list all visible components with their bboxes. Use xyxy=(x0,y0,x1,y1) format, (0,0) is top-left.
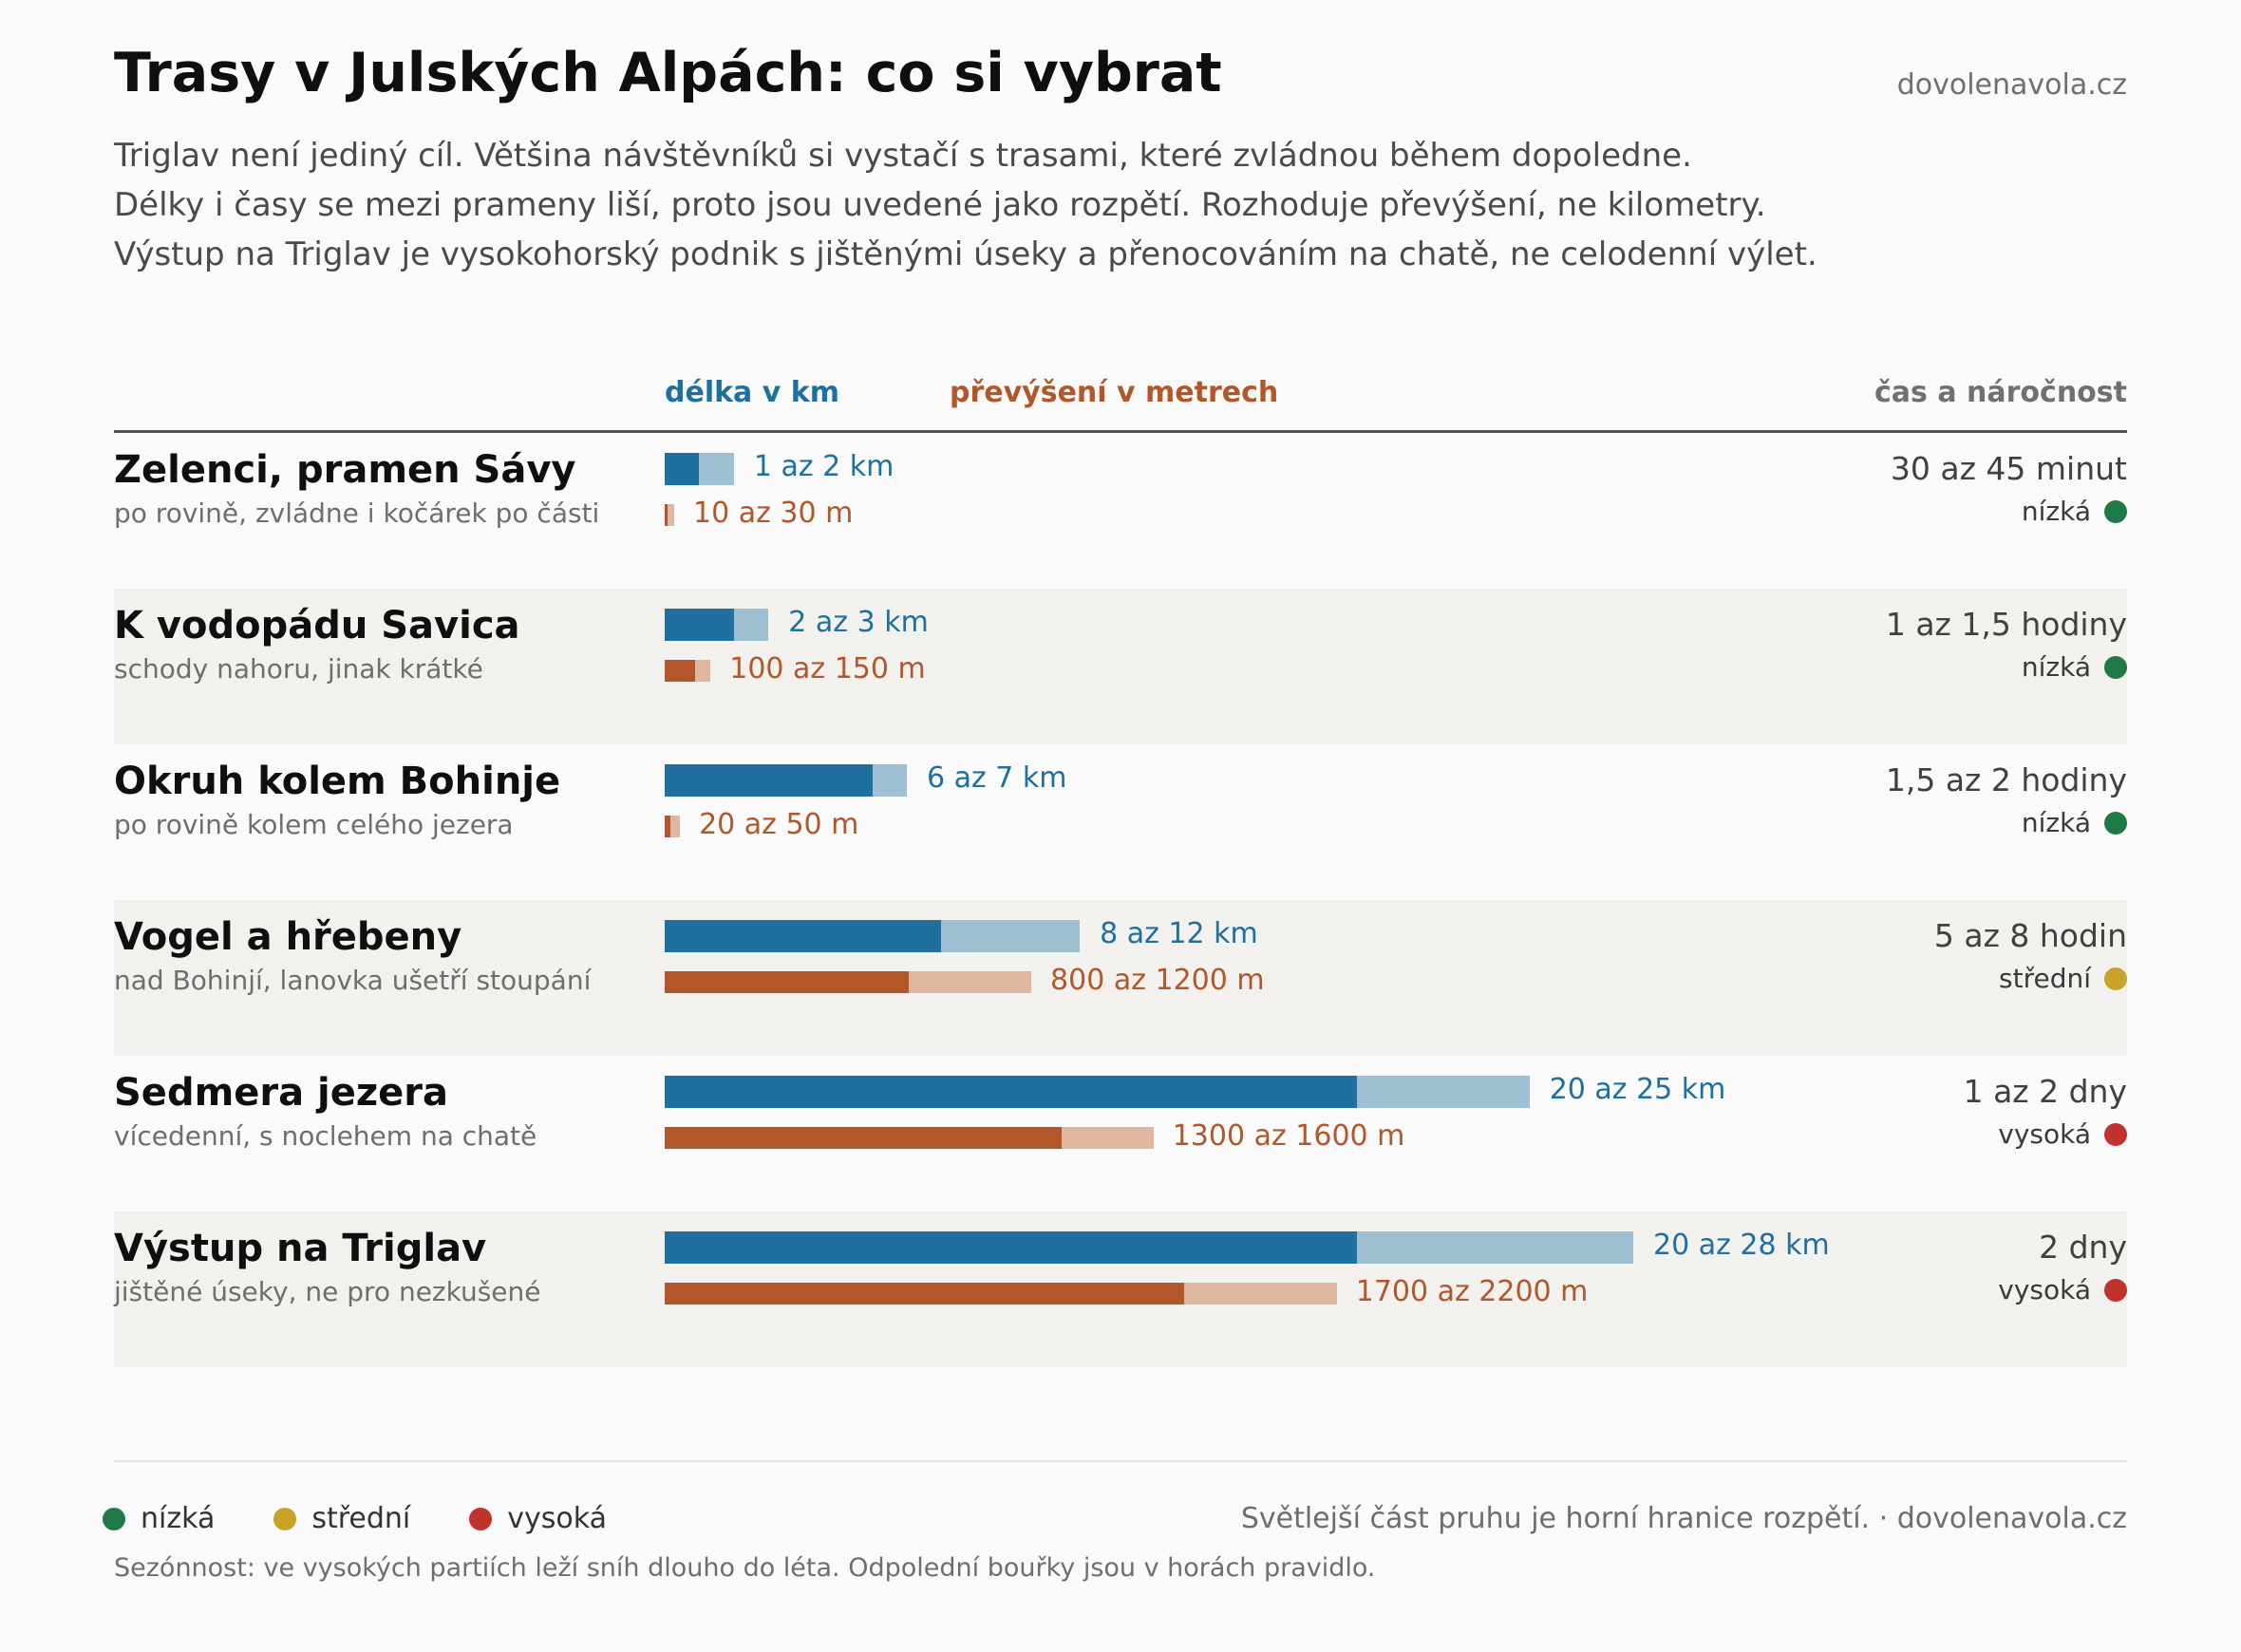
duration-text: 5 az 8 hodin xyxy=(1933,917,2127,954)
elevation-label: 10 az 30 m xyxy=(693,497,854,530)
subtitle: Triglav není jediný cíl. Většina návštěv… xyxy=(114,131,1817,279)
km-bar-lower xyxy=(665,920,942,952)
km-bar-lower xyxy=(665,1076,1357,1108)
elevation-label: 800 az 1200 m xyxy=(1050,964,1265,997)
difficulty-dot xyxy=(2104,499,2127,523)
legend: nízká střední vysoká xyxy=(103,1502,666,1535)
difficulty: vysoká xyxy=(1998,1118,2127,1150)
legend-label: nízká xyxy=(141,1502,216,1535)
elevation-bar-lower xyxy=(665,816,671,837)
legend-label: vysoká xyxy=(507,1502,607,1535)
column-header-time: čas a náročnost xyxy=(1874,376,2127,409)
route-note: po rovině kolem celého jezera xyxy=(114,809,514,840)
legend-label: střední xyxy=(311,1502,411,1535)
difficulty-dot xyxy=(2104,1278,2127,1302)
page-title: Trasy v Julských Alpách: co si vybrat xyxy=(114,42,1222,104)
duration-text: 30 az 45 minut xyxy=(1890,450,2127,487)
km-bar-lower xyxy=(665,764,873,797)
difficulty-dot xyxy=(2104,655,2127,679)
footer-season: Sezónnost: ve vysokých partiích leží sní… xyxy=(114,1553,1376,1583)
km-label: 20 az 25 km xyxy=(1549,1073,1726,1106)
duration-text: 1 az 2 dny xyxy=(1963,1073,2127,1110)
elevation-bar-lower xyxy=(665,660,696,682)
route-note: schody nahoru, jinak krátké xyxy=(114,653,483,685)
difficulty: nízká xyxy=(2022,651,2127,683)
km-label: 2 az 3 km xyxy=(788,606,929,639)
route-note: vícedenní, s noclehem na chatě xyxy=(114,1120,537,1152)
legend-dot-stredni xyxy=(273,1507,297,1530)
subtitle-line: Výstup na Triglav je vysokohorský podnik… xyxy=(114,235,1817,273)
difficulty-label: střední xyxy=(1999,963,2091,994)
route-row: K vodopádu Savica schody nahoru, jinak kr… xyxy=(114,589,2127,744)
route-name: Výstup na Triglav xyxy=(114,1227,487,1270)
km-bar-lower xyxy=(665,609,734,641)
difficulty: vysoká xyxy=(1998,1274,2127,1305)
route-name: Sedmera jezera xyxy=(114,1071,448,1115)
elevation-bar-lower xyxy=(665,971,910,993)
route-note: po rovině, zvládne i kočárek po části xyxy=(114,497,600,529)
elevation-label: 100 az 150 m xyxy=(729,652,926,685)
subtitle-line: Triglav není jediný cíl. Většina návštěv… xyxy=(114,137,1692,175)
route-note: jištěné úseky, ne pro nezkušené xyxy=(114,1276,541,1307)
duration-text: 1 az 1,5 hodiny xyxy=(1885,606,2127,643)
elevation-bar-lower xyxy=(665,1127,1063,1149)
legend-item-stredni: střední xyxy=(273,1502,410,1535)
header-divider xyxy=(114,430,2127,433)
route-row: Vogel a hřebeny nad Bohinjí, lanovka ušet… xyxy=(114,900,2127,1056)
route-row: Zelenci, pramen Sávy po rovině, zvládne i… xyxy=(114,433,2127,589)
difficulty: střední xyxy=(1999,963,2127,994)
route-row: Výstup na Triglav jištěné úseky, ne pro n… xyxy=(114,1211,2127,1367)
elevation-label: 1300 az 1600 m xyxy=(1172,1119,1405,1153)
difficulty-dot xyxy=(2104,811,2127,835)
duration-text: 2 dny xyxy=(2039,1229,2127,1266)
km-label: 1 az 2 km xyxy=(753,450,895,483)
difficulty-label: nízká xyxy=(2021,496,2091,527)
elevation-bar-lower xyxy=(665,504,669,526)
difficulty-dot xyxy=(2104,1122,2127,1146)
difficulty-dot xyxy=(2104,967,2127,990)
route-note: nad Bohinjí, lanovka ušetří stoupání xyxy=(114,965,592,996)
difficulty: nízká xyxy=(2022,807,2127,838)
legend-dot-vysoka xyxy=(469,1507,493,1530)
difficulty-label: vysoká xyxy=(1998,1274,2091,1305)
difficulty-label: vysoká xyxy=(1998,1118,2091,1150)
km-bar-lower xyxy=(665,1231,1357,1264)
legend-item-vysoka: vysoká xyxy=(469,1502,607,1535)
route-name: Okruh kolem Bohinje xyxy=(114,760,561,803)
column-header-elevation: převýšení v metrech xyxy=(950,376,1279,409)
km-label: 6 az 7 km xyxy=(927,761,1067,795)
route-name: Vogel a hřebeny xyxy=(114,915,462,959)
elevation-label: 20 az 50 m xyxy=(699,808,859,841)
duration-text: 1,5 az 2 hodiny xyxy=(1885,761,2127,798)
km-bar-lower xyxy=(665,453,700,485)
column-header-length: délka v km xyxy=(665,376,839,409)
route-row: Okruh kolem Bohinje po rovině kolem celéh… xyxy=(114,744,2127,900)
difficulty-label: nízká xyxy=(2021,651,2091,683)
subtitle-line: Délky i časy se mezi prameny liší, proto… xyxy=(114,186,1766,224)
elevation-bar-upper xyxy=(665,504,674,526)
legend-item-nizka: nízká xyxy=(103,1502,215,1535)
km-label: 20 az 28 km xyxy=(1653,1229,1830,1262)
route-name: K vodopádu Savica xyxy=(114,604,520,648)
difficulty-label: nízká xyxy=(2021,807,2091,838)
route-name: Zelenci, pramen Sávy xyxy=(114,448,576,492)
legend-dot-nizka xyxy=(103,1507,125,1530)
elevation-bar-lower xyxy=(665,1283,1184,1305)
footer-divider xyxy=(114,1460,2127,1462)
difficulty: nízká xyxy=(2022,496,2127,527)
route-row: Sedmera jezera vícedenní, s noclehem na c… xyxy=(114,1056,2127,1211)
elevation-label: 1700 az 2200 m xyxy=(1355,1275,1589,1308)
km-label: 8 az 12 km xyxy=(1100,917,1258,950)
source-label: dovolenavola.cz xyxy=(1896,68,2127,102)
footer-note: Světlejší část pruhu je horní hranice ro… xyxy=(1240,1502,2127,1535)
